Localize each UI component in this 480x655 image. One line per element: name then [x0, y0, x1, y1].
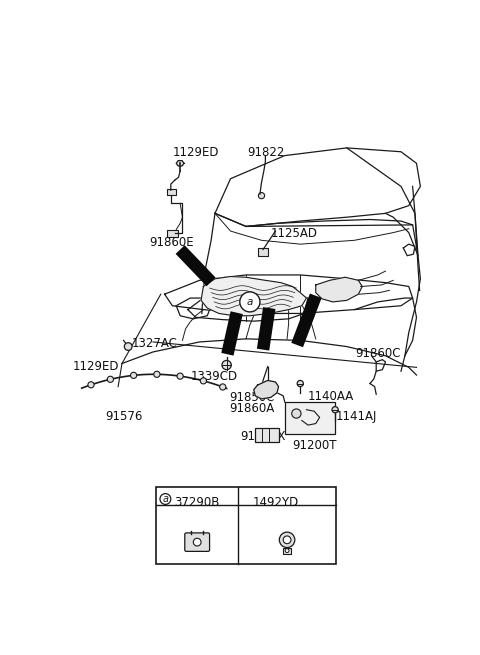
Bar: [283, 548, 291, 553]
Text: 91931X: 91931X: [240, 430, 285, 443]
Text: 1339CD: 1339CD: [190, 369, 237, 383]
Text: 1129ED: 1129ED: [72, 360, 119, 373]
Text: 1129ED: 1129ED: [172, 146, 219, 159]
Circle shape: [131, 372, 137, 379]
Text: 91200T: 91200T: [292, 439, 337, 452]
Bar: [285, 402, 335, 434]
Text: 91850C: 91850C: [229, 391, 275, 404]
Polygon shape: [201, 276, 306, 316]
Bar: [167, 229, 178, 237]
Circle shape: [220, 384, 226, 390]
Text: 1327AC: 1327AC: [132, 337, 178, 350]
Text: a: a: [162, 494, 168, 504]
Circle shape: [107, 376, 113, 383]
Circle shape: [154, 371, 160, 377]
Text: 37290B: 37290B: [174, 496, 219, 509]
Circle shape: [193, 538, 201, 546]
Circle shape: [240, 292, 260, 312]
Text: 91860E: 91860E: [149, 236, 194, 250]
Text: 1492YD: 1492YD: [253, 496, 299, 509]
Text: 1140AA: 1140AA: [308, 390, 354, 403]
Circle shape: [292, 409, 301, 418]
Circle shape: [258, 193, 264, 198]
Text: 91860A: 91860A: [229, 402, 274, 415]
Circle shape: [297, 381, 303, 386]
Circle shape: [177, 373, 183, 379]
Circle shape: [283, 536, 291, 544]
Circle shape: [285, 549, 289, 553]
Bar: [258, 248, 268, 255]
Circle shape: [200, 378, 206, 384]
Text: 91576: 91576: [105, 409, 143, 422]
Circle shape: [160, 494, 171, 504]
Circle shape: [332, 407, 338, 413]
Bar: [156, 487, 336, 564]
Text: 91860C: 91860C: [355, 346, 401, 360]
Bar: [255, 428, 278, 442]
FancyBboxPatch shape: [185, 533, 210, 552]
Text: 1141AJ: 1141AJ: [336, 409, 377, 422]
Text: 91822: 91822: [248, 146, 285, 159]
Circle shape: [222, 360, 231, 369]
Bar: [167, 189, 176, 195]
Circle shape: [88, 382, 94, 388]
Polygon shape: [176, 160, 184, 166]
Text: a: a: [247, 297, 253, 307]
Polygon shape: [254, 381, 278, 399]
Circle shape: [279, 532, 295, 548]
Text: 1125AD: 1125AD: [271, 227, 318, 240]
Polygon shape: [316, 277, 362, 302]
Circle shape: [124, 343, 132, 350]
